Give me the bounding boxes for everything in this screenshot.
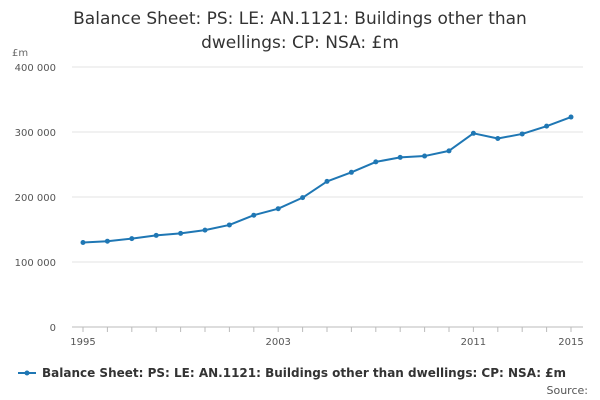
data-point-2007 (373, 159, 379, 165)
gridlines (72, 66, 583, 263)
y-tick-label-0: 0 (50, 323, 56, 334)
data-point-2000 (202, 227, 208, 233)
data-point-2013 (519, 131, 525, 137)
y-tick-label-2: 200 000 (15, 193, 56, 204)
x-tick-label-1995: 1995 (70, 337, 95, 348)
data-point-2008 (397, 154, 403, 160)
data-point-1998 (153, 232, 159, 238)
y-tick-label-3: 300 000 (15, 128, 56, 139)
data-point-1999 (178, 230, 184, 236)
data-point-1995 (80, 240, 86, 245)
source-label: Source: (547, 384, 589, 397)
data-point-2003 (275, 206, 281, 212)
data-point-1996 (104, 238, 110, 244)
data-point-2009 (422, 153, 428, 159)
data-point-1997 (129, 236, 135, 242)
data-point-2010 (446, 148, 452, 154)
x-tick-label-2003: 2003 (265, 337, 290, 348)
data-point-2012 (495, 136, 501, 141)
y-tick-label-4: 400 000 (15, 63, 56, 74)
data-point-2004 (300, 195, 306, 201)
chart-title-line-1: Balance Sheet: PS: LE: AN.1121: Building… (73, 9, 527, 29)
data-point-2006 (348, 169, 354, 175)
data-point-2001 (226, 222, 232, 228)
data-point-2005 (324, 178, 330, 184)
x-axis: 1995 2003 2011 2015 (70, 326, 584, 348)
x-tick-label-2015: 2015 (558, 337, 583, 348)
legend: Balance Sheet: PS: LE: AN.1121: Building… (18, 366, 566, 380)
legend-entry-label: Balance Sheet: PS: LE: AN.1121: Building… (42, 366, 566, 380)
y-tick-label-1: 100 000 (15, 258, 56, 269)
y-axis-unit-label: £m (12, 48, 28, 59)
legend-swatch-marker (24, 370, 30, 376)
data-point-2011 (470, 130, 476, 136)
y-axis-ticks: 0 100 000 200 000 300 000 400 000 (15, 63, 56, 334)
series-layer (80, 114, 574, 245)
chart-title-line-2: dwellings: CP: NSA: £m (201, 33, 399, 53)
data-point-2002 (251, 212, 257, 218)
x-tick-label-2011: 2011 (461, 337, 486, 348)
data-point-2014 (544, 123, 550, 129)
data-point-2015 (568, 114, 574, 120)
